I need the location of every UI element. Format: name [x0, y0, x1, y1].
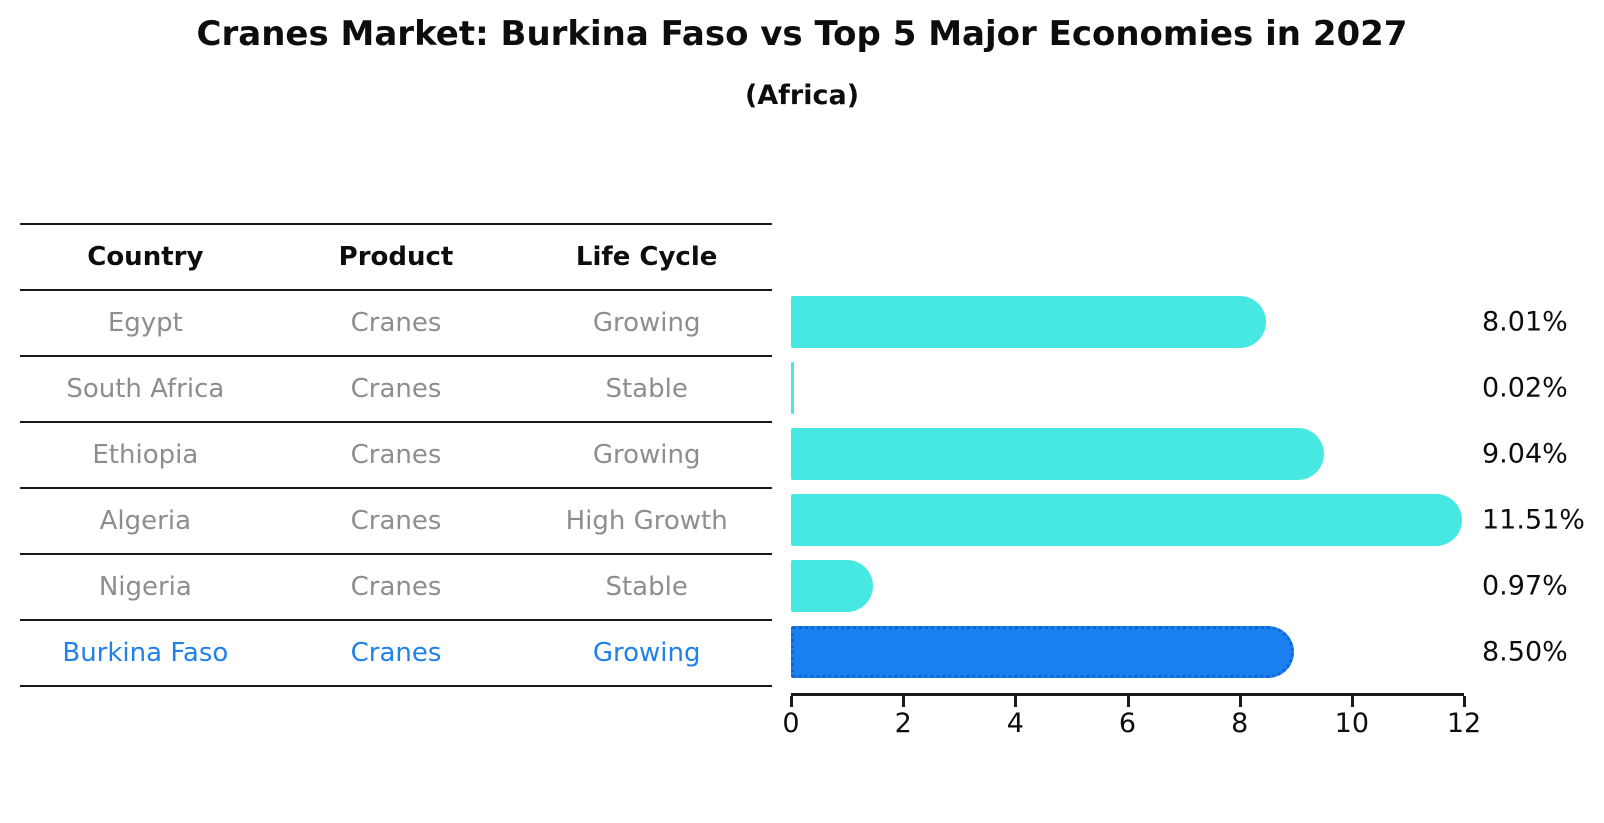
x-axis-line — [791, 693, 1464, 696]
x-tick-label: 4 — [1006, 708, 1024, 739]
value-label-ethiopia: 9.04% — [1482, 438, 1568, 470]
table-cell-product: Cranes — [350, 572, 442, 602]
chart-subtitle: (Africa) — [744, 80, 860, 111]
value-label-south-africa: 0.02% — [1482, 372, 1568, 404]
value-label-burkina-faso: 8.50% — [1482, 636, 1568, 668]
table-row-nigeria: Nigeria Cranes Stable — [20, 555, 772, 621]
table-cell-life-cycle: Growing — [592, 440, 701, 470]
table-cell-country: Burkina Faso — [62, 638, 229, 668]
bar-egypt — [791, 296, 1267, 348]
table-cell-product: Cranes — [350, 374, 442, 404]
table-cell-country: Egypt — [107, 308, 183, 338]
table-cell-product: Cranes — [350, 308, 442, 338]
bar-ethiopia — [791, 428, 1324, 480]
table-header-country: Country — [87, 242, 204, 272]
x-tick-mark — [1014, 696, 1018, 707]
table-cell-life-cycle: High Growth — [565, 506, 728, 536]
bar-south-africa — [791, 362, 795, 414]
x-tick-label: 12 — [1446, 708, 1482, 739]
table-body: Egypt Cranes Growing South Africa Cranes Stab… — [20, 291, 772, 687]
x-tick-mark — [790, 696, 793, 707]
table-cell-life-cycle: Growing — [592, 638, 701, 668]
table-header-life-cycle: Life Cycle — [575, 242, 718, 272]
table-cell-life-cycle: Growing — [592, 308, 701, 338]
x-tick-mark — [1126, 696, 1130, 707]
x-tick-label: 0 — [782, 708, 800, 739]
table-row-ethiopia: Ethiopia Cranes Growing — [20, 423, 772, 489]
x-tick-label: 6 — [1118, 708, 1137, 739]
table-cell-life-cycle: Stable — [605, 572, 688, 602]
x-tick-mark — [1463, 696, 1466, 707]
table-cell-country: Algeria — [99, 506, 191, 536]
table-cell-life-cycle: Stable — [605, 374, 688, 404]
table-cell-country: Ethiopia — [92, 440, 199, 470]
table-header-product: Product — [338, 242, 454, 272]
country-table: Country Product Life Cycle Egypt Cranes Grow… — [20, 223, 772, 687]
bar-algeria — [791, 494, 1462, 546]
x-tick-mark — [1238, 696, 1242, 707]
x-tick-label: 2 — [894, 708, 912, 739]
table-cell-country: Nigeria — [98, 572, 192, 602]
bar-burkina-faso — [791, 626, 1294, 678]
x-tick-label: 8 — [1231, 708, 1249, 739]
table-row-south-africa: South Africa Cranes Stable — [20, 357, 772, 423]
table-row-burkina-faso: Burkina Faso Cranes Growing — [20, 621, 772, 687]
table-row-egypt: Egypt Cranes Growing — [20, 291, 772, 357]
value-label-algeria: 11.51% — [1482, 504, 1585, 536]
chart-title: Cranes Market: Burkina Faso vs Top 5 Maj… — [196, 14, 1408, 54]
table-cell-country: South Africa — [66, 374, 225, 404]
value-label-nigeria: 0.97% — [1482, 570, 1568, 602]
value-label-egypt: 8.01% — [1482, 306, 1568, 338]
table-cell-product: Cranes — [350, 506, 442, 536]
table-row-algeria: Algeria Cranes High Growth — [20, 489, 772, 555]
bar-nigeria — [791, 560, 874, 612]
table-header-row: Country Product Life Cycle — [20, 225, 772, 291]
table-cell-product: Cranes — [350, 638, 442, 668]
x-tick-mark — [1350, 696, 1354, 707]
x-tick-mark — [902, 696, 906, 707]
x-tick-label: 10 — [1334, 708, 1369, 739]
table-cell-product: Cranes — [350, 440, 442, 470]
